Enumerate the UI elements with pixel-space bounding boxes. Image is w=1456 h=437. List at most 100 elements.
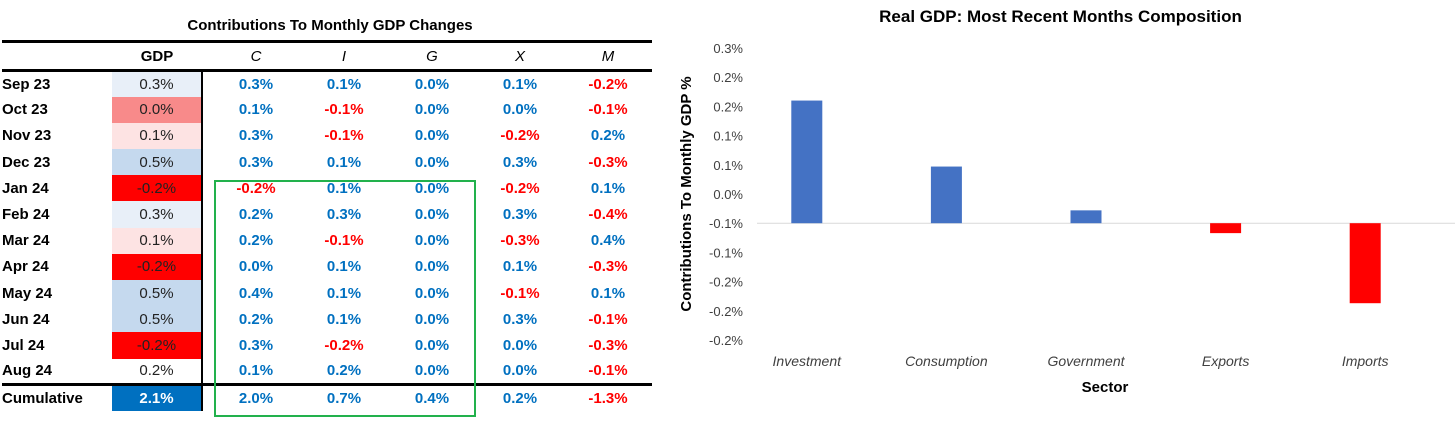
header-i: I <box>300 40 388 72</box>
separator-cell <box>201 280 212 307</box>
component-cell-g: 0.0% <box>414 310 450 328</box>
gdp-cell: -0.2% <box>112 175 202 202</box>
gdp-cell: -0.2% <box>112 332 202 359</box>
component-cell-x: 0.2% <box>476 383 564 411</box>
separator-cell <box>201 175 212 202</box>
bar-government <box>1070 210 1102 224</box>
x-axis-title: Sector <box>1082 379 1129 396</box>
gdp-cell: 0.0% <box>112 96 202 123</box>
component-cell-m: 0.4% <box>590 232 626 250</box>
y-tick-label: -0.1% <box>709 245 743 260</box>
separator-cell <box>201 201 212 228</box>
row-label: Apr 24 <box>2 258 49 276</box>
table-row: Dec 23 0.5% 0.3% 0.1% 0.0% 0.3% -0.3% <box>2 149 652 176</box>
component-cell-x: 0.3% <box>502 153 538 171</box>
component-cell-i: 0.7% <box>300 383 388 411</box>
component-cell-i: -0.1% <box>324 232 364 250</box>
separator-cell <box>201 227 212 254</box>
component-cell-c: 0.2% <box>238 232 274 250</box>
component-cell-c: 0.2% <box>238 310 274 328</box>
table-row: Apr 24 -0.2% 0.0% 0.1% 0.0% 0.1% -0.3% <box>2 253 652 280</box>
gdp-cell: 0.1% <box>112 227 202 254</box>
component-cell-g: 0.0% <box>414 362 450 380</box>
table-row: Sep 23 0.3% 0.3% 0.1% 0.0% 0.1% -0.2% <box>2 70 652 97</box>
table-row: Oct 23 0.0% 0.1% -0.1% 0.0% 0.0% -0.1% <box>2 96 652 123</box>
y-tick-label: -0.1% <box>709 216 743 231</box>
y-tick-label: -0.2% <box>709 275 743 290</box>
component-cell-g: 0.0% <box>414 206 450 224</box>
component-cell-m: 0.1% <box>590 179 626 197</box>
component-cell-c: 0.3% <box>238 336 274 354</box>
component-cell-g: 0.0% <box>414 336 450 354</box>
x-category-label: Imports <box>1342 353 1389 369</box>
component-cell-x: 0.0% <box>502 336 538 354</box>
component-cell-c: 0.2% <box>238 206 274 224</box>
y-axis-title: Contributions To Monthly GDP % <box>678 76 695 311</box>
header-c: C <box>212 40 300 72</box>
y-tick-label: 0.3% <box>713 41 743 56</box>
component-cell-g: 0.0% <box>414 179 450 197</box>
component-cell-g: 0.0% <box>414 127 450 145</box>
component-cell-x: 0.0% <box>502 101 538 119</box>
separator-cell <box>201 70 212 97</box>
component-cell-m: -0.1% <box>588 101 628 119</box>
component-cell-i: -0.1% <box>324 101 364 119</box>
table-cumulative-row: Cumulative 2.1% 2.0% 0.7% 0.4% 0.2% -1.3% <box>2 383 652 411</box>
separator-cell <box>201 358 212 385</box>
table-row: Jun 24 0.5% 0.2% 0.1% 0.0% 0.3% -0.1% <box>2 306 652 333</box>
header-gdp: GDP <box>112 40 202 72</box>
x-category-label: Exports <box>1202 353 1249 369</box>
component-cell-i: 0.3% <box>326 206 362 224</box>
gdp-contributions-table-panel: Contributions To Monthly GDP Changes GDP… <box>0 0 660 437</box>
header-g: G <box>388 40 476 72</box>
row-label: Feb 24 <box>2 206 50 224</box>
row-label: Oct 23 <box>2 101 48 119</box>
component-cell-i: 0.1% <box>326 75 362 93</box>
component-cell-x: 0.0% <box>502 362 538 380</box>
component-cell-m: -0.3% <box>588 153 628 171</box>
gdp-cell: 0.2% <box>112 358 202 385</box>
component-cell-c: 0.0% <box>238 258 274 276</box>
row-label: Jul 24 <box>2 336 45 354</box>
table-row: Jan 24 -0.2% -0.2% 0.1% 0.0% -0.2% 0.1% <box>2 175 652 202</box>
row-label: Jun 24 <box>2 310 50 328</box>
component-cell-x: -0.2% <box>500 127 540 145</box>
component-cell-g: 0.0% <box>414 258 450 276</box>
row-label: Jan 24 <box>2 179 49 197</box>
component-cell-c: -0.2% <box>236 179 276 197</box>
row-label: Cumulative <box>2 383 112 411</box>
component-cell-x: -0.1% <box>500 284 540 302</box>
component-cell-c: 0.3% <box>238 153 274 171</box>
component-cell-i: 0.1% <box>326 284 362 302</box>
row-label: May 24 <box>2 284 53 302</box>
component-cell-m: -0.1% <box>588 310 628 328</box>
component-cell-m: -1.3% <box>564 383 652 411</box>
component-cell-c: 0.4% <box>238 284 274 302</box>
gdp-cell: -0.2% <box>112 253 202 280</box>
bar-consumption <box>930 166 962 224</box>
separator-cell <box>201 253 212 280</box>
gdp-cell: 0.5% <box>112 149 202 176</box>
component-cell-m: -0.4% <box>588 206 628 224</box>
table-row: Feb 24 0.3% 0.2% 0.3% 0.0% 0.3% -0.4% <box>2 201 652 228</box>
row-label: Aug 24 <box>2 362 53 380</box>
bar-imports <box>1349 223 1381 304</box>
header-spacer <box>202 40 212 72</box>
component-cell-x: -0.3% <box>500 232 540 250</box>
gdp-cell: 0.3% <box>112 70 202 97</box>
separator-cell <box>201 383 212 411</box>
component-cell-x: 0.1% <box>502 75 538 93</box>
gdp-cell: 0.5% <box>112 306 202 333</box>
table-row: May 24 0.5% 0.4% 0.1% 0.0% -0.1% 0.1% <box>2 280 652 307</box>
header-blank <box>2 40 112 72</box>
component-cell-m: 0.2% <box>590 127 626 145</box>
component-cell-m: -0.2% <box>588 75 628 93</box>
separator-cell <box>201 306 212 333</box>
component-cell-c: 0.3% <box>238 75 274 93</box>
table-title: Contributions To Monthly GDP Changes <box>187 17 473 34</box>
component-cell-g: 0.0% <box>414 284 450 302</box>
row-label: Dec 23 <box>2 153 51 171</box>
component-cell-i: -0.2% <box>324 336 364 354</box>
x-category-label: Investment <box>773 353 843 369</box>
component-cell-x: 0.3% <box>502 310 538 328</box>
